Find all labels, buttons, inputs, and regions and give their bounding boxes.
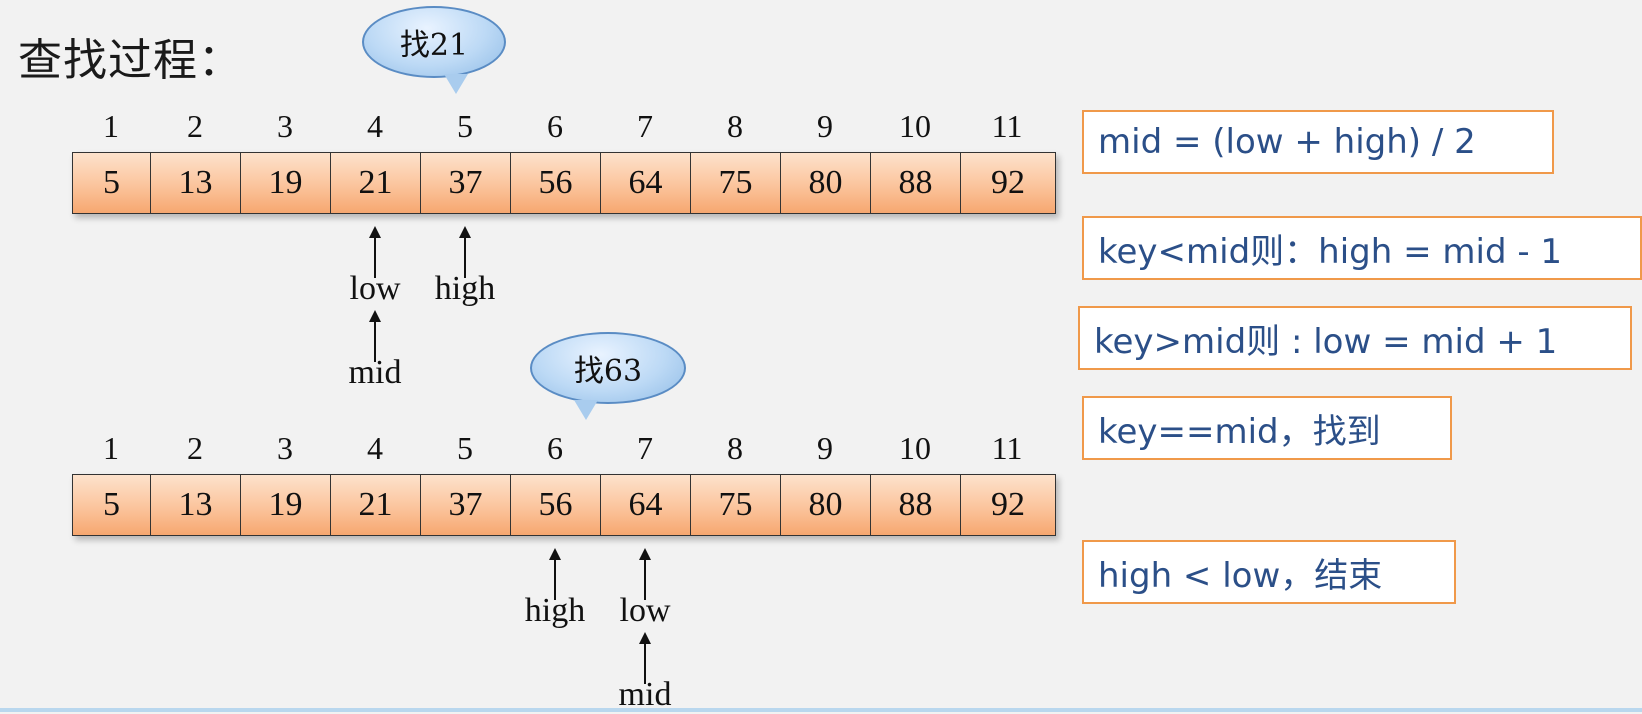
index-row-2: 1 2 3 4 5 6 7 8 9 10 11 — [72, 430, 1054, 467]
array-cell: 75 — [691, 475, 781, 535]
array-cell: 92 — [991, 486, 1025, 523]
index-label: 8 — [727, 430, 743, 466]
array-cell: 75 — [691, 153, 781, 213]
index-label: 7 — [637, 430, 653, 466]
search1-bubble-text: 找21 — [399, 28, 469, 63]
array-cell: 56 — [511, 153, 601, 213]
search2-bubble: 找63 — [530, 332, 686, 420]
search1-bubble: 找21 — [362, 6, 506, 94]
index-label: 8 — [727, 108, 743, 144]
array-cell: 80 — [781, 475, 871, 535]
index-label: 3 — [277, 430, 293, 466]
index-label: 2 — [187, 108, 203, 144]
array-cell: 13 — [151, 153, 241, 213]
rule-end: high < low，结束 — [1082, 540, 1456, 604]
pointer-label-mid: mid — [618, 676, 672, 713]
array-cell: 19 — [241, 475, 331, 535]
index-label: 3 — [277, 108, 293, 144]
pointer-label-mid: mid — [348, 354, 402, 391]
rule-mid-formula: mid = (low + high) / 2 — [1082, 110, 1554, 174]
search2-bubble-text: 找63 — [573, 354, 643, 389]
rule-key-less: key<mid则：high = mid - 1 — [1082, 216, 1642, 280]
index-label: 2 — [187, 430, 203, 466]
index-label: 1 — [103, 430, 119, 466]
array-cell: 13 — [151, 475, 241, 535]
array-cell: 19 — [241, 153, 331, 213]
array-row-1: 5 13 19 21 37 56 64 75 80 88 92 — [72, 152, 1056, 214]
rule-key-equal: key==mid，找到 — [1082, 396, 1452, 460]
array-cell: 88 — [871, 153, 961, 213]
index-label: 10 — [899, 108, 931, 144]
array-row-2: 5 13 19 21 37 56 64 75 80 88 92 — [72, 474, 1056, 536]
bottom-strip — [0, 708, 1642, 712]
index-label: 10 — [899, 430, 931, 466]
index-row-1: 1 2 3 4 5 6 7 8 9 10 11 — [72, 108, 1054, 145]
index-label: 4 — [367, 430, 383, 466]
array-cell: 5 — [73, 475, 151, 535]
array-cell: 37 — [421, 153, 511, 213]
index-label: 7 — [637, 108, 653, 144]
index-label: 6 — [547, 430, 563, 466]
page-title: 查找过程： — [18, 35, 243, 86]
pointer-label-high: high — [524, 592, 586, 629]
index-label: 11 — [991, 430, 1023, 466]
index-label: 5 — [457, 108, 473, 144]
pointer-label-low: low — [349, 270, 401, 307]
array-cell: 92 — [991, 164, 1025, 201]
array-cell: 80 — [781, 153, 871, 213]
index-label: 4 — [367, 108, 383, 144]
array-cell: 88 — [871, 475, 961, 535]
index-label: 1 — [103, 108, 119, 144]
index-label: 9 — [817, 108, 833, 144]
array-cell: 21 — [331, 153, 421, 213]
index-label: 11 — [991, 108, 1023, 144]
array-cell: 64 — [601, 153, 691, 213]
array-cell: 21 — [331, 475, 421, 535]
pointer-label-high: high — [434, 270, 496, 307]
rule-key-greater: key>mid则 : low = mid + 1 — [1078, 306, 1632, 370]
array-cell: 5 — [73, 153, 151, 213]
array-cell: 37 — [421, 475, 511, 535]
array-cell: 64 — [601, 475, 691, 535]
index-label: 5 — [457, 430, 473, 466]
pointer-label-low: low — [619, 592, 671, 629]
array-cell: 56 — [511, 475, 601, 535]
index-label: 9 — [817, 430, 833, 466]
index-label: 6 — [547, 108, 563, 144]
